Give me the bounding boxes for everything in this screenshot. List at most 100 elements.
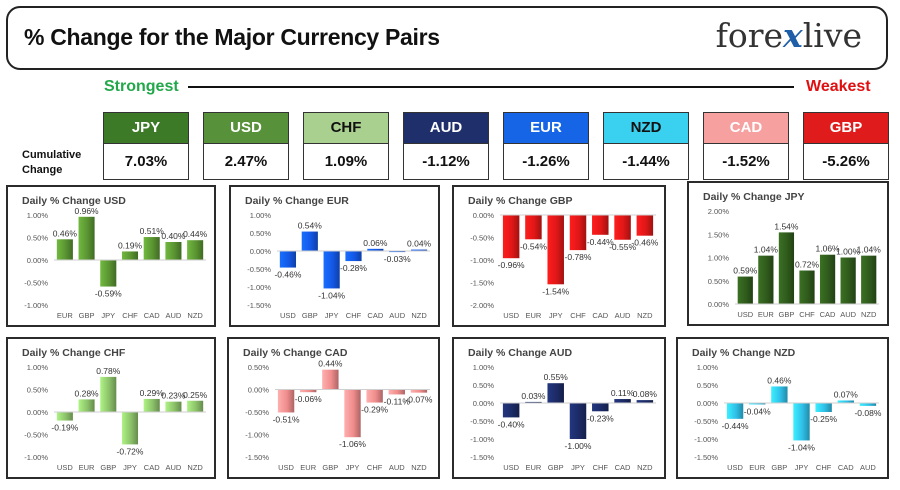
- bar-chf: [799, 270, 815, 304]
- bar-jpy: [100, 260, 117, 287]
- x-tick-label: CHF: [593, 463, 609, 472]
- currency-code: GBP: [804, 113, 888, 144]
- y-tick-label: 0.50%: [473, 381, 495, 390]
- x-tick-label: GBP: [771, 463, 787, 472]
- y-tick-label: 0.00%: [248, 386, 270, 395]
- data-label: -0.23%: [587, 413, 614, 423]
- x-tick-label: JPY: [123, 463, 137, 472]
- y-tick-label: -1.00%: [24, 301, 48, 310]
- bar-usd: [277, 389, 295, 413]
- data-label: -0.78%: [565, 252, 592, 262]
- data-label: -0.08%: [854, 408, 881, 418]
- data-label: -0.29%: [361, 405, 388, 415]
- x-tick-label: AUD: [166, 463, 182, 472]
- currency-change: -1.26%: [522, 153, 570, 170]
- x-tick-label: CAD: [367, 311, 383, 320]
- x-tick-label: EUR: [57, 311, 73, 320]
- currency-box-eur: EUR -1.26%: [503, 112, 589, 180]
- x-tick-label: CAD: [615, 463, 631, 472]
- bar-chf: [121, 251, 139, 260]
- data-label: -0.44%: [587, 237, 614, 247]
- currency-change: 2.47%: [224, 153, 268, 170]
- x-tick-label: AUD: [389, 463, 405, 472]
- x-tick-label: CHF: [367, 463, 383, 472]
- currency-change: -1.52%: [722, 153, 770, 170]
- currency-code: NZD: [604, 113, 688, 144]
- data-label: -0.04%: [744, 406, 771, 416]
- data-label: -0.96%: [498, 260, 525, 270]
- currency-change: -5.26%: [822, 153, 870, 170]
- x-tick-label: JPY: [325, 311, 339, 320]
- currency-code: CHF: [304, 113, 388, 144]
- bar-cad: [143, 398, 160, 412]
- currency-code: USD: [204, 113, 288, 144]
- y-tick-label: 0.00%: [708, 300, 730, 309]
- y-tick-label: 0.50%: [250, 229, 272, 238]
- bar-gbp: [301, 231, 318, 251]
- data-label: 0.19%: [118, 240, 143, 250]
- x-tick-label: NZD: [861, 310, 877, 319]
- data-label: -0.06%: [295, 394, 322, 404]
- bar-gbp: [771, 386, 788, 403]
- data-label: 0.23%: [161, 391, 186, 401]
- bar-jpy: [323, 251, 340, 289]
- chart-title: Daily % Change EUR: [245, 195, 349, 207]
- y-tick-label: -1.50%: [247, 301, 271, 310]
- x-tick-label: NZD: [411, 463, 427, 472]
- bar-usd: [737, 276, 753, 304]
- bar-cad: [837, 400, 854, 403]
- bar-nzd: [410, 249, 428, 251]
- y-tick-label: -0.50%: [470, 417, 494, 426]
- currency-code: JPY: [104, 113, 188, 144]
- y-tick-label: -1.50%: [245, 453, 269, 462]
- bar-nzd: [861, 255, 877, 304]
- y-tick-label: -1.00%: [470, 256, 494, 265]
- data-label: 1.06%: [816, 244, 841, 254]
- bar-eur: [56, 239, 73, 260]
- data-label: -1.00%: [565, 441, 592, 451]
- x-tick-label: NZD: [411, 311, 427, 320]
- bar-eur: [78, 399, 95, 412]
- bar-eur: [525, 401, 542, 403]
- page-title: % Change for the Major Currency Pairs: [24, 24, 440, 50]
- data-label: 0.28%: [75, 388, 100, 398]
- data-label: -1.04%: [788, 442, 815, 452]
- x-tick-label: CAD: [820, 310, 836, 319]
- bar-cad: [819, 254, 836, 304]
- bar-cad: [143, 237, 160, 260]
- bar-eur: [758, 255, 774, 304]
- y-tick-label: -0.50%: [694, 417, 718, 426]
- currency-change: -1.12%: [422, 153, 470, 170]
- bar-gbp: [100, 376, 117, 412]
- bar-aud: [388, 389, 405, 395]
- bar-chf: [592, 403, 609, 412]
- bar-chf: [569, 215, 587, 251]
- y-tick-label: -1.50%: [470, 279, 494, 288]
- y-tick-label: 1.00%: [27, 363, 49, 372]
- bar-eur: [525, 215, 542, 240]
- x-tick-label: CAD: [144, 463, 160, 472]
- x-tick-label: EUR: [758, 310, 774, 319]
- x-tick-label: GBP: [322, 463, 338, 472]
- data-label: 0.46%: [53, 228, 78, 238]
- bar-eur: [749, 403, 766, 405]
- y-tick-label: -0.50%: [247, 265, 271, 274]
- daily-change-chart-eur: Daily % Change EUR -1.50% -1.00% -0.50% 0.00…: [245, 195, 432, 320]
- data-label: 0.55%: [544, 372, 569, 382]
- cumulative-change-label: Cumulative Change: [22, 149, 82, 176]
- x-tick-label: USD: [278, 463, 294, 472]
- forexlive-logo[interactable]: forexlive: [715, 16, 862, 55]
- x-tick-label: CAD: [838, 463, 854, 472]
- data-label: -0.72%: [117, 446, 144, 456]
- bar-usd: [279, 251, 297, 268]
- data-label: -0.46%: [274, 270, 301, 280]
- data-label: 0.44%: [318, 359, 343, 369]
- data-label: -1.06%: [339, 439, 366, 449]
- bar-jpy: [547, 215, 564, 285]
- bar-chf: [345, 251, 362, 262]
- bar-aud: [614, 215, 631, 240]
- x-tick-label: AUD: [389, 311, 405, 320]
- chart-panel-cad: Daily % Change CAD -1.50% -1.00% -0.50% 0.00…: [227, 337, 440, 479]
- y-tick-label: 0.00%: [27, 408, 49, 417]
- x-tick-label: CHF: [346, 311, 362, 320]
